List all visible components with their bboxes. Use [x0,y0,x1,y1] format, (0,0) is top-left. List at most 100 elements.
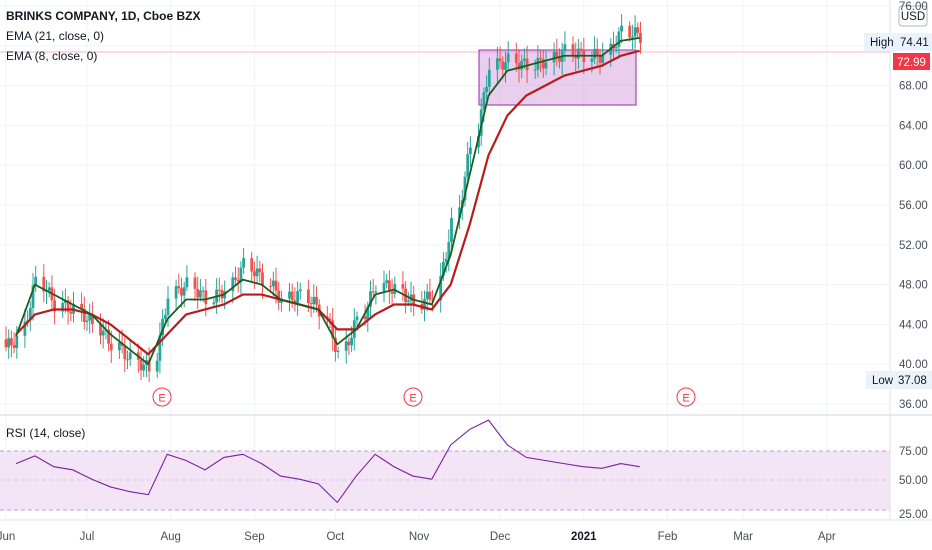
candle [404,281,407,314]
rsi-legend[interactable]: RSI (14, close) [6,426,85,440]
candle [393,276,397,299]
candle [555,38,559,67]
candle [185,265,189,292]
price-tick-label: 64.00 [899,120,928,132]
candle [450,207,453,249]
candle [107,319,110,352]
candle [541,50,545,79]
candle [196,276,200,309]
candle [458,194,461,229]
rsi-tick-label: 25.00 [899,509,928,521]
high-label: High 74.41 [864,33,932,51]
candle [123,337,127,373]
price-panel [0,14,890,383]
time-axis[interactable]: Jun Jul Aug Sep Oct Nov Dec 2021 Feb Mar Apr [0,531,836,543]
time-tick-label: Apr [818,531,836,543]
candle [517,50,521,83]
candle [217,277,221,303]
candle [72,291,75,323]
candle [369,280,372,318]
candle [577,39,580,70]
candle [485,75,488,100]
candle [536,45,540,78]
candle [12,332,16,354]
candle [15,325,19,359]
candle [506,41,510,72]
candle [401,271,405,301]
price-tick-label: 60.00 [899,160,928,172]
candle [109,330,113,364]
candle [253,261,256,289]
candle [412,285,416,317]
candle [242,248,245,275]
svg-text:37.08: 37.08 [898,375,927,387]
candle [336,346,340,359]
candle [347,337,351,356]
candle [636,22,640,38]
candle [595,38,599,68]
candle [334,326,337,362]
candle [236,267,240,293]
candle [193,272,197,302]
candle [382,270,386,303]
svg-text:74.41: 74.41 [900,37,929,49]
ema8-legend[interactable]: EMA (8, close, 0) [6,49,97,63]
candle [574,42,578,72]
earnings-marker[interactable]: E [676,387,696,407]
candle [145,352,148,378]
price-tick-label: 52.00 [899,240,928,252]
time-tick-label: Mar [733,531,753,543]
candle [4,326,8,352]
candle [388,270,391,304]
candle [239,261,243,295]
earnings-marker[interactable]: E [403,387,423,407]
time-tick-label: Oct [326,531,345,543]
svg-text:Low: Low [872,375,894,387]
candle [423,290,426,322]
candle [633,15,637,49]
candle [496,46,499,83]
candle [571,36,575,63]
candle [158,322,162,374]
time-tick-label: Dec [490,531,511,543]
currency-button[interactable]: USD [898,5,928,27]
candle [525,45,529,84]
candle [118,332,121,359]
candle [34,266,38,292]
candle [296,281,299,316]
svg-text:E: E [409,393,416,405]
candle [439,263,443,313]
price-tick-label: 68.00 [899,81,928,93]
candle [428,278,432,305]
earnings-marker[interactable]: E [152,387,172,407]
candle [177,273,181,294]
candle [31,272,35,321]
candle [42,264,46,303]
candle [199,279,202,302]
candle [290,283,294,308]
candle [331,308,335,351]
candle [447,229,451,272]
price-tick-label: 36.00 [899,399,928,411]
time-tick-label: Jul [80,531,95,543]
rsi-axis[interactable]: 75.00 50.00 25.00 [899,446,928,521]
last-price-label: 72.99 [893,53,930,70]
candle [639,21,642,54]
price-tick-label: 44.00 [899,319,928,331]
candle [258,260,262,283]
rsi-line [15,419,640,504]
candle [155,352,159,379]
price-tick-label: 48.00 [899,280,928,292]
candle [28,301,32,332]
candle [498,46,502,69]
candle [277,282,281,311]
candle [174,279,178,310]
candle [128,339,132,366]
candle [23,308,27,348]
candle [47,282,51,298]
price-tick-label: 76.00 [899,1,928,13]
candle [544,49,548,76]
candle [88,303,92,334]
ema21-legend[interactable]: EMA (21, close, 0) [6,29,104,43]
